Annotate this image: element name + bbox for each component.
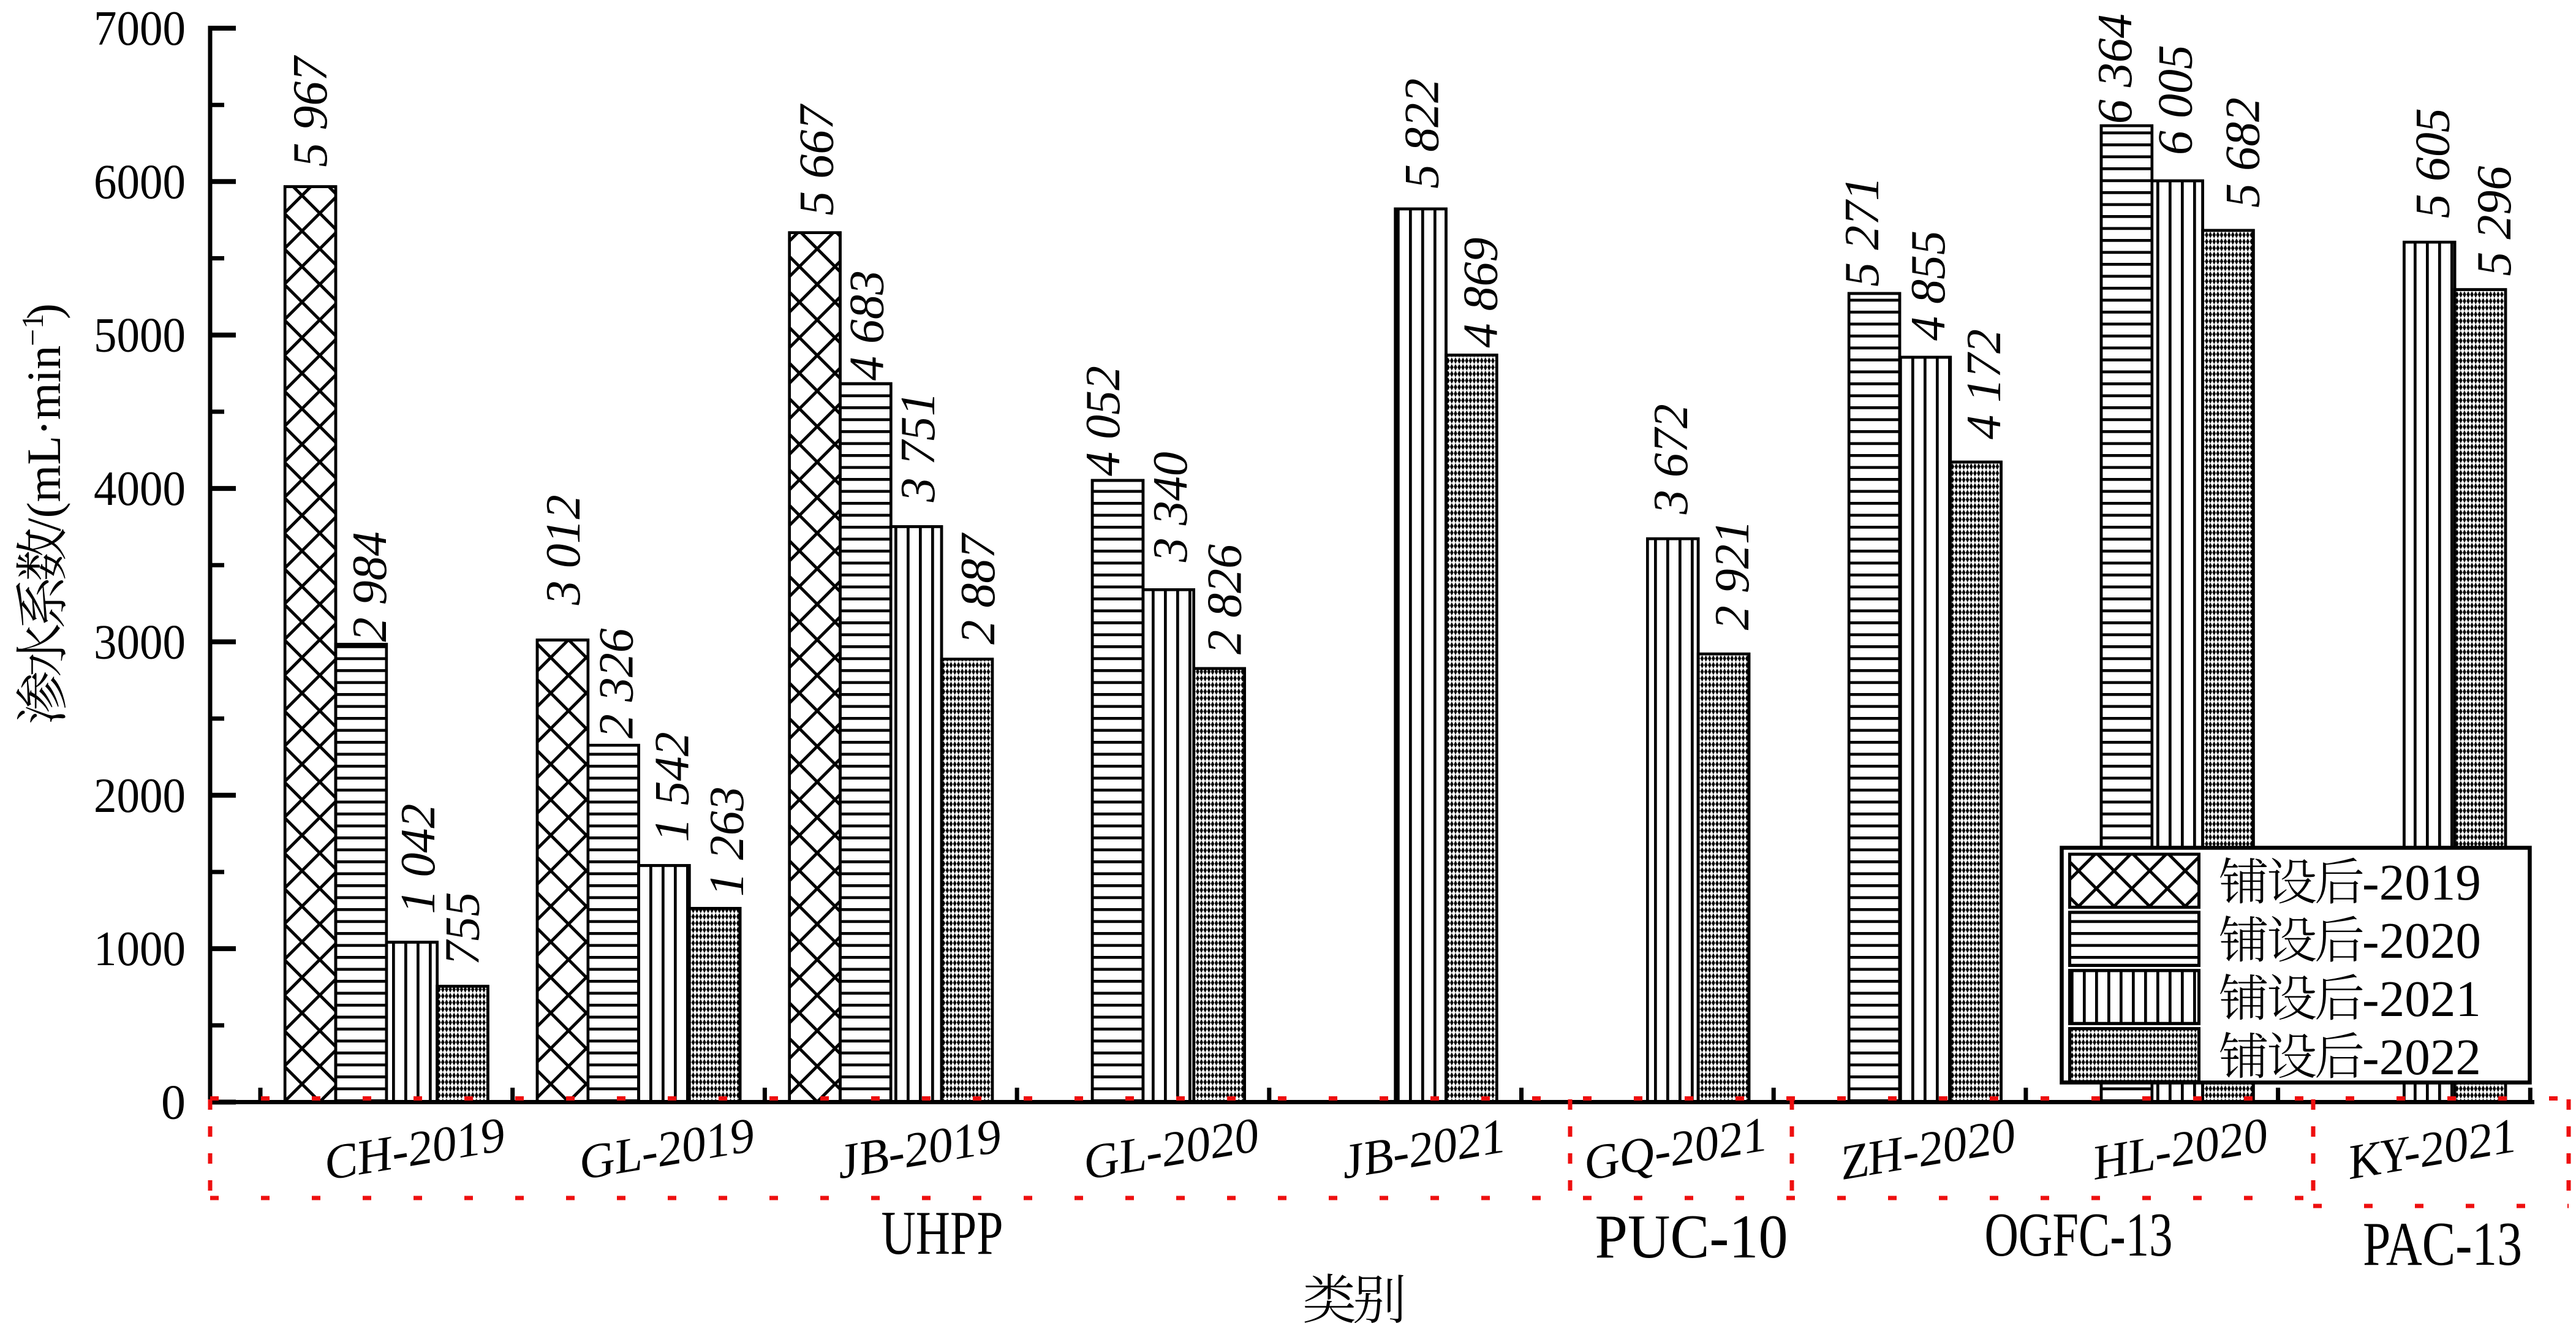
svg-text:4 172: 4 172 [1957, 329, 2011, 439]
svg-text:−1: −1 [15, 314, 50, 346]
svg-text:PUC-10: PUC-10 [1595, 1202, 1788, 1272]
svg-text:-2021: -2021 [2362, 971, 2481, 1028]
svg-text:7000: 7000 [94, 2, 186, 56]
svg-text:2 984: 2 984 [343, 531, 397, 642]
svg-text:2 326: 2 326 [590, 628, 644, 738]
svg-text:5 296: 5 296 [2468, 166, 2521, 276]
svg-text:6 005: 6 005 [2149, 45, 2203, 155]
svg-text:5 667: 5 667 [790, 104, 844, 216]
svg-text:2 887: 2 887 [951, 533, 1005, 645]
svg-text:-2019: -2019 [2362, 854, 2481, 911]
svg-text:1000: 1000 [94, 922, 186, 976]
svg-text:1 542: 1 542 [646, 732, 700, 842]
svg-text:/(mL·min: /(mL·min [17, 346, 70, 531]
svg-text:-2022: -2022 [2362, 1029, 2481, 1086]
svg-text:2 921: 2 921 [1705, 520, 1759, 630]
svg-text:-2020: -2020 [2362, 912, 2481, 969]
svg-text:0: 0 [161, 1076, 186, 1130]
svg-text:2000: 2000 [94, 769, 186, 823]
svg-text:4000: 4000 [94, 462, 186, 516]
svg-text:5 271: 5 271 [1835, 176, 1889, 287]
svg-text:2 826: 2 826 [1198, 544, 1252, 654]
svg-text:5 967: 5 967 [284, 55, 338, 167]
svg-text:5 682: 5 682 [2216, 97, 2270, 208]
svg-text:3 751: 3 751 [891, 392, 945, 502]
svg-text:3 340: 3 340 [1144, 452, 1198, 563]
svg-text:6 364: 6 364 [2088, 13, 2142, 124]
svg-text:5 822: 5 822 [1396, 78, 1449, 189]
svg-text:1 042: 1 042 [391, 804, 445, 914]
svg-text:4 869: 4 869 [1454, 238, 1508, 348]
svg-text:3000: 3000 [94, 615, 186, 669]
svg-text:4 052: 4 052 [1076, 366, 1130, 476]
svg-text:6000: 6000 [94, 155, 186, 209]
svg-text:5 605: 5 605 [2406, 108, 2460, 218]
svg-text:3 672: 3 672 [1644, 404, 1698, 515]
svg-text:PAC-13: PAC-13 [2363, 1210, 2522, 1279]
svg-text:): ) [17, 303, 70, 319]
svg-text:OGFC-13: OGFC-13 [1985, 1200, 2173, 1270]
svg-text:3 012: 3 012 [537, 495, 591, 605]
svg-text:1 263: 1 263 [700, 786, 754, 897]
svg-text:4 683: 4 683 [840, 270, 894, 381]
svg-text:4 855: 4 855 [1902, 230, 1955, 341]
svg-text:755: 755 [436, 892, 490, 966]
svg-text:5000: 5000 [94, 309, 186, 363]
svg-text:UHPP: UHPP [882, 1199, 1003, 1268]
